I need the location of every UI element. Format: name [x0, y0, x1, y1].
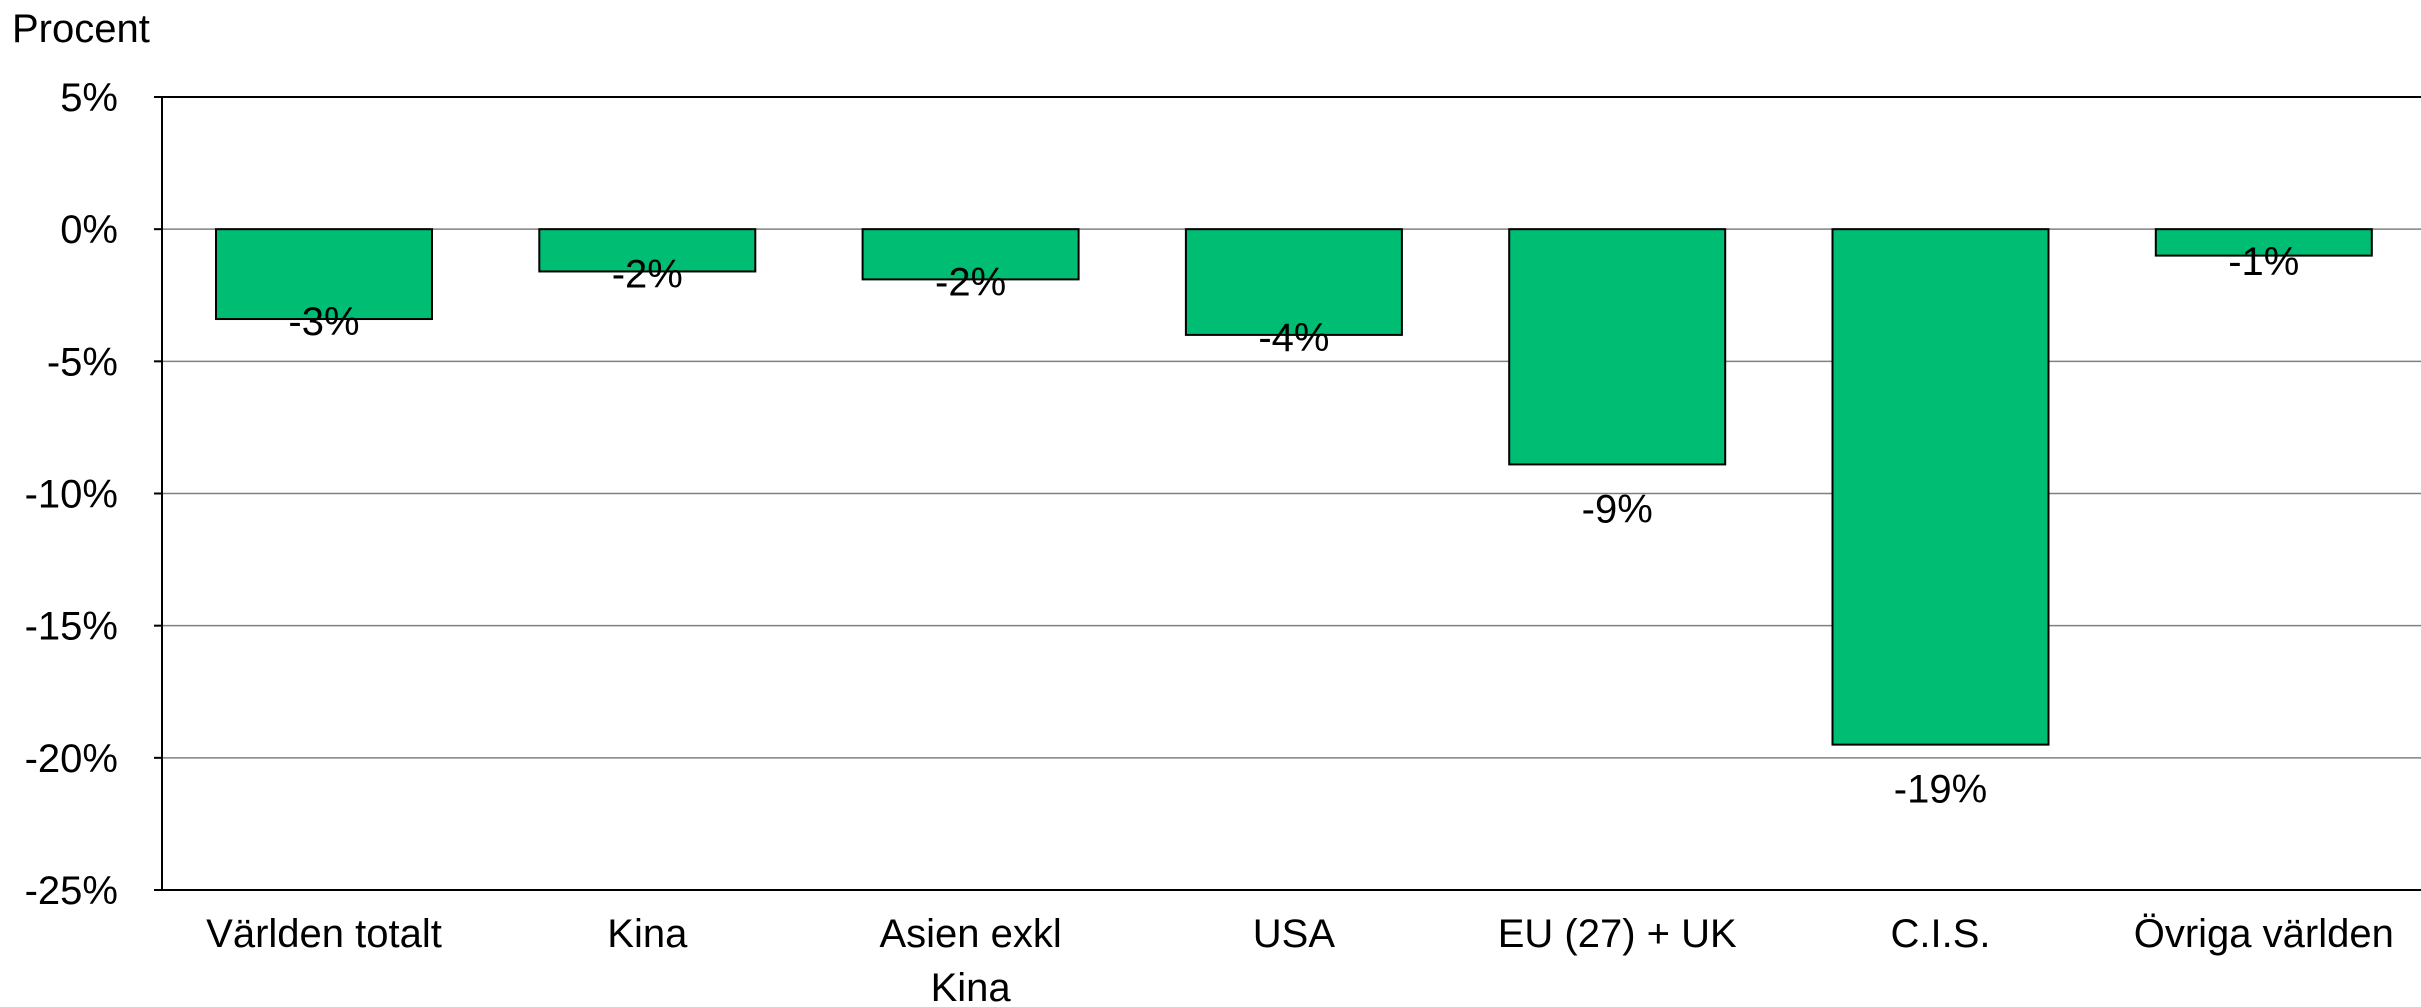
y-axis-label: Procent — [12, 7, 150, 51]
y-tick-label: -25% — [25, 869, 118, 913]
data-label: -9% — [1582, 487, 1653, 531]
category-label: EU (27) + UK — [1498, 912, 1737, 956]
category-label: C.I.S. — [1890, 912, 1990, 956]
y-tick-label: -10% — [25, 473, 118, 517]
category-label: Kina — [607, 912, 688, 956]
data-label: -4% — [1258, 316, 1329, 360]
bar — [2154, 228, 2373, 257]
y-tick-label: -15% — [25, 605, 118, 649]
bars — [215, 228, 2373, 746]
bar — [861, 228, 1080, 281]
y-tick-label: -20% — [25, 737, 118, 781]
bar — [1831, 228, 2050, 746]
category-labels: Världen totalt Kina Asien exkl Kina USA EU (2… — [206, 912, 2394, 1007]
y-tick-label: -5% — [47, 340, 118, 384]
category-label: USA — [1253, 912, 1336, 956]
data-labels: -3% -2% -2% -4% -9% -19% -1% — [288, 240, 2299, 811]
data-label: -1% — [2228, 240, 2299, 284]
bar — [1508, 228, 1727, 466]
data-label: -2% — [935, 260, 1006, 304]
data-label: -3% — [288, 300, 359, 344]
y-tick-labels: 5% 0% -5% -10% -15% -20% -25% — [25, 76, 118, 913]
category-label: Övriga världen — [2134, 912, 2394, 956]
plot-frame — [161, 96, 2421, 891]
bar — [538, 228, 757, 273]
data-label: -2% — [612, 252, 683, 296]
gridlines — [154, 96, 2421, 891]
y-tick-label: 0% — [60, 208, 118, 252]
category-label: Världen totalt — [206, 912, 442, 956]
category-label: Asien exkl Kina — [879, 912, 1061, 1007]
data-label: -19% — [1894, 768, 1987, 812]
bar — [215, 228, 433, 321]
y-tick-label: 5% — [60, 76, 118, 120]
bar — [1184, 228, 1403, 336]
